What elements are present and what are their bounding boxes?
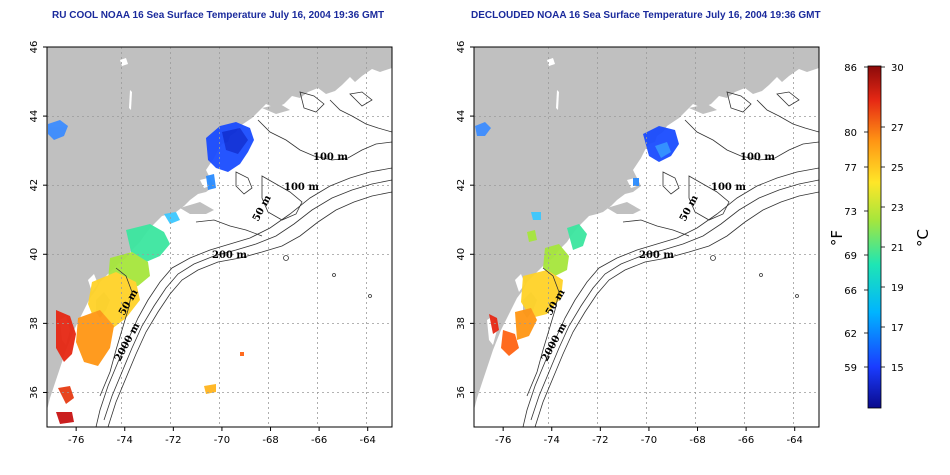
colorbar-c-label: 21 bbox=[891, 243, 904, 254]
y-tick-label: 40 bbox=[456, 248, 467, 261]
grid-lines bbox=[47, 47, 392, 427]
contour-label: 100 m bbox=[740, 152, 775, 163]
y-tick-label: 46 bbox=[456, 41, 467, 54]
contour-label: 100 m bbox=[284, 182, 319, 193]
lake bbox=[547, 58, 555, 66]
colorbar-f-label: 69 bbox=[844, 251, 857, 262]
x-tick-label: -68 bbox=[689, 435, 705, 446]
colorbar-c-label: 27 bbox=[891, 123, 904, 134]
x-tick-label: -66 bbox=[311, 435, 327, 446]
y-tick-label: 36 bbox=[29, 386, 40, 399]
colorbar-c-label: 23 bbox=[891, 203, 904, 214]
colorbar-f-label: 62 bbox=[844, 329, 857, 340]
bathymetry-contours bbox=[522, 91, 819, 427]
colorbar-f-label: 77 bbox=[844, 163, 857, 174]
y-tick-label: 38 bbox=[456, 317, 467, 330]
colorbar-f-label: 80 bbox=[844, 128, 857, 139]
x-tick-label: -70 bbox=[214, 435, 230, 446]
left-panel-title: RU COOL NOAA 16 Sea Surface Temperature … bbox=[52, 10, 385, 21]
seamount bbox=[283, 255, 289, 261]
contour-label: 200 m bbox=[639, 250, 674, 261]
lake bbox=[129, 90, 132, 110]
x-tick-label: -72 bbox=[592, 435, 608, 446]
x-tick-label: -72 bbox=[165, 435, 181, 446]
colorbar-c-label: 19 bbox=[891, 283, 904, 294]
lake bbox=[556, 90, 559, 110]
land-longisland bbox=[607, 202, 641, 214]
y-tick-label: 36 bbox=[456, 386, 467, 399]
y-tick-label: 40 bbox=[29, 248, 40, 261]
colorbar-c-label: 30 bbox=[891, 63, 904, 74]
right-panel-title: DECLOUDED NOAA 16 Sea Surface Temperatur… bbox=[471, 10, 821, 21]
x-tick-label: -76 bbox=[495, 435, 511, 446]
sst-patches bbox=[48, 120, 254, 424]
bathymetry-contours bbox=[95, 91, 392, 427]
x-tick-label: -70 bbox=[641, 435, 657, 446]
x-tick-label: -74 bbox=[117, 435, 133, 446]
y-tick-label: 44 bbox=[456, 110, 467, 123]
seamount bbox=[332, 273, 336, 277]
sst-patches bbox=[475, 122, 679, 356]
x-tick-label: -68 bbox=[262, 435, 278, 446]
colorbar-f-label: 86 bbox=[844, 63, 857, 74]
colorbar-f-label: 73 bbox=[844, 207, 857, 218]
left-map-panel: 100 m 100 m 50 m 200 m 50 m 2000 m -76 -7… bbox=[29, 41, 393, 446]
contour-label: 100 m bbox=[313, 152, 348, 163]
colorbar-gradient bbox=[867, 65, 882, 409]
plot-frame bbox=[46, 46, 393, 428]
plot-frame bbox=[473, 46, 820, 428]
colorbar: 86 80 77 73 69 66 62 59 30 27 25 23 21 19 17 15 °F °C bbox=[828, 63, 932, 409]
x-tick-label: -66 bbox=[738, 435, 754, 446]
fahrenheit-unit-label: °F bbox=[828, 230, 846, 246]
grid-lines bbox=[474, 47, 819, 427]
land-island bbox=[262, 104, 290, 114]
contour-label: 100 m bbox=[711, 182, 746, 193]
y-tick-label: 42 bbox=[29, 179, 40, 192]
lake bbox=[120, 58, 128, 66]
seamount bbox=[759, 273, 763, 277]
colorbar-f-label: 59 bbox=[844, 363, 857, 374]
x-tick-label: -76 bbox=[68, 435, 84, 446]
x-tick-label: -64 bbox=[787, 435, 803, 446]
seamount bbox=[368, 294, 372, 298]
right-axis-ticks: -76 -74 -72 -70 -68 -66 -64 46 44 42 40 38 36 bbox=[456, 41, 803, 446]
y-tick-label: 46 bbox=[29, 41, 40, 54]
land-longisland bbox=[180, 202, 214, 214]
colorbar-f-label: 66 bbox=[844, 286, 857, 297]
x-tick-label: -74 bbox=[544, 435, 560, 446]
colorbar-c-label: 25 bbox=[891, 163, 904, 174]
bay-delaware bbox=[515, 274, 525, 292]
right-map-panel: 100 m 100 m 50 m 200 m 50 m 2000 m -76 -7… bbox=[456, 41, 820, 446]
seamount bbox=[795, 294, 799, 298]
y-tick-label: 42 bbox=[456, 179, 467, 192]
colorbar-ticks: 86 80 77 73 69 66 62 59 30 27 25 23 21 19 17 15 bbox=[844, 63, 903, 374]
land-mass bbox=[474, 47, 819, 410]
colorbar-c-label: 17 bbox=[891, 323, 904, 334]
seamount bbox=[710, 255, 716, 261]
celsius-unit-label: °C bbox=[914, 229, 932, 247]
x-tick-label: -64 bbox=[360, 435, 376, 446]
contour-label: 200 m bbox=[212, 250, 247, 261]
y-tick-label: 44 bbox=[29, 110, 40, 123]
y-tick-label: 38 bbox=[29, 317, 40, 330]
land-mass bbox=[47, 47, 392, 410]
colorbar-c-label: 15 bbox=[891, 363, 904, 374]
left-axis-ticks: -76 -74 -72 -70 -68 -66 -64 46 44 42 40 38 36 bbox=[29, 41, 376, 446]
land-island bbox=[689, 104, 717, 114]
